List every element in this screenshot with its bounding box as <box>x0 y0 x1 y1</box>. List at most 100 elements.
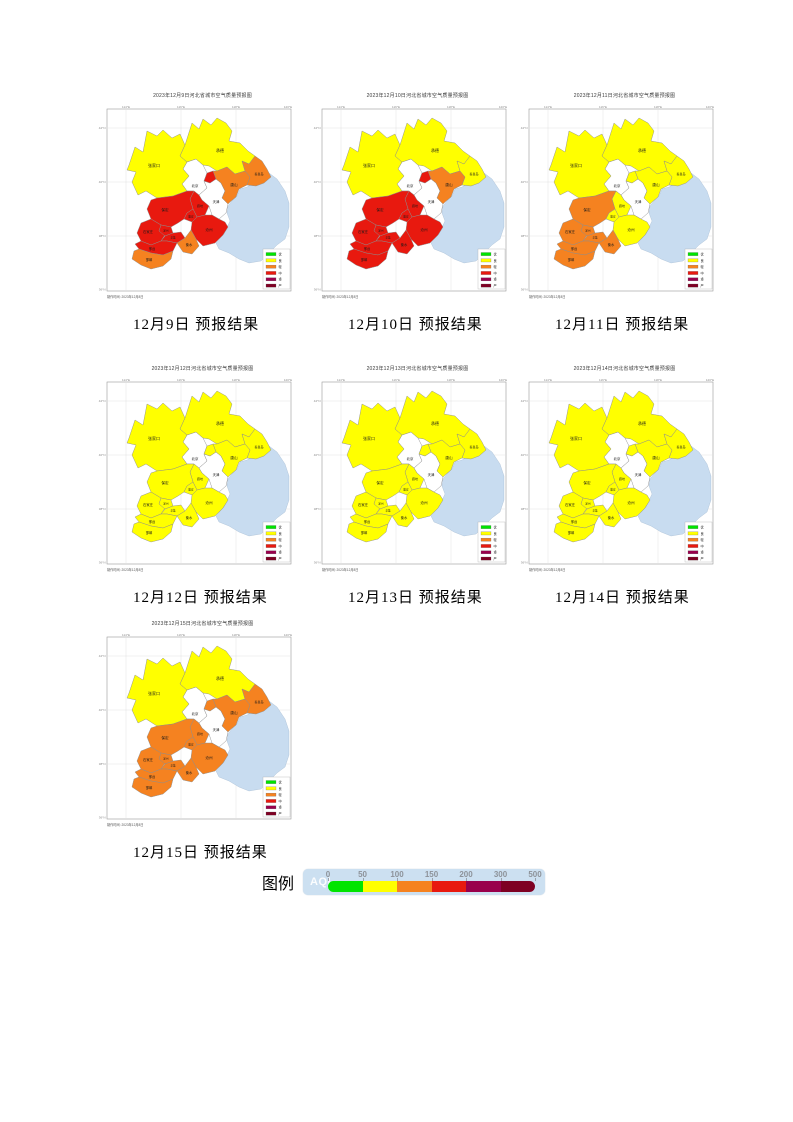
forecast-map-figure: 2023年12月10日河北省城市空气质量预报图 114°E 116°E 118°E 1… <box>310 90 525 334</box>
colorbar-segment <box>431 881 467 892</box>
lon-tick-label: 120°E <box>284 633 292 637</box>
mini-legend-swatch <box>687 537 699 542</box>
map-plot: 114°E 116°E 118°E 120°E 42°N 40°N 38°N 36°N 北京天津… <box>314 105 507 299</box>
city-label-xiongan: 雄安 <box>610 488 616 492</box>
colorbar-tick-label: 150 <box>424 870 439 879</box>
city-label-xingtai: 邢台 <box>364 246 371 251</box>
region-zhangjiakou <box>548 402 612 472</box>
map-plot: 114°E 116°E 118°E 120°E 42°N 40°N 38°N 36°N 北京天津… <box>521 378 714 572</box>
city-label-tianjin: 天津 <box>428 472 435 477</box>
city-label-qinhuangdao: 秦皇岛 <box>254 171 263 176</box>
mini-legend-swatch <box>480 264 492 269</box>
mini-legend-swatch <box>687 264 699 269</box>
lon-tick-label: 120°E <box>706 378 714 382</box>
lon-tick-label: 116°E <box>599 378 607 382</box>
mini-legend-swatch <box>480 550 492 555</box>
lon-tick-label: 116°E <box>177 105 185 109</box>
mini-legend-swatch <box>265 531 277 536</box>
region-handan <box>346 521 389 543</box>
region-langfang-exclave <box>203 698 217 712</box>
mini-legend-label: 中 <box>701 270 704 275</box>
mini-legend-label: 严 <box>494 557 497 561</box>
colorbar-tick-mark <box>328 878 330 881</box>
region-tangshan <box>634 439 673 478</box>
city-label-shijiazhuang: 石家庄 <box>565 502 576 507</box>
lat-tick-label: 36°N <box>521 288 528 292</box>
mini-legend-swatch <box>687 556 699 561</box>
lat-tick-label: 40°N <box>521 453 528 457</box>
map-title: 2023年12月10日河北省城市空气质量预报图 <box>366 93 469 99</box>
mini-legend-label: 优 <box>701 525 705 530</box>
lat-tick-label: 40°N <box>314 180 321 184</box>
region-hengshui <box>176 229 200 255</box>
region-langfang-exclave <box>418 443 432 457</box>
region-zhangjiakou <box>341 129 405 199</box>
forecast-map: 114°E 116°E 118°E 120°E 42°N 40°N 38°N 36°N 北京 天津… <box>95 631 310 829</box>
lat-tick-label: 40°N <box>99 453 106 457</box>
lat-tick-label: 42°N <box>99 654 106 658</box>
city-label-handan: 邯郸 <box>361 530 368 535</box>
lon-tick-label: 120°E <box>284 105 292 109</box>
region-handan <box>346 248 389 270</box>
city-label-zhangjiakou: 张家口 <box>148 162 160 168</box>
lon-tick-label: 116°E <box>177 633 185 637</box>
city-label-qinhuangdao: 秦皇岛 <box>469 444 478 449</box>
mini-legend-label: 轻 <box>279 792 283 797</box>
city-label-xinji: 辛集 <box>170 236 176 240</box>
lon-tick-label: 120°E <box>284 378 292 382</box>
production-note: 制作时间: 2023年12月8日 <box>529 294 566 299</box>
city-label-tangshan: 唐山 <box>230 182 238 187</box>
production-note: 制作时间: 2023年12月8日 <box>322 567 359 572</box>
mini-legend-label: 中 <box>279 543 282 548</box>
mini-legend-swatch <box>687 525 699 529</box>
city-label-xiongan: 雄安 <box>188 215 194 219</box>
lon-tick-label: 118°E <box>447 378 455 382</box>
city-label-tianjin: 天津 <box>213 727 220 732</box>
city-label-cangzhou: 沧州 <box>205 227 213 232</box>
city-label-langfang: 廊坊 <box>197 476 203 481</box>
map-title: 2023年12月13日河北省城市空气质量预报图 <box>366 366 469 372</box>
colorbar-tick-label: 300 <box>493 870 508 879</box>
lat-tick-label: 40°N <box>521 180 528 184</box>
mini-legend-label: 优 <box>494 525 498 530</box>
city-label-tianjin: 天津 <box>635 472 642 477</box>
region-zhangjiakou <box>126 657 190 727</box>
mini-legend-swatch <box>480 556 492 561</box>
mini-legend-swatch <box>480 283 492 288</box>
city-label-cangzhou: 沧州 <box>205 500 213 505</box>
mini-legend-label: 轻 <box>701 264 705 269</box>
region-zhangjiakou <box>548 129 612 199</box>
region-zhangjiakou <box>126 402 190 472</box>
region-hengshui <box>176 502 200 528</box>
forecast-map-figure: 2023年12月9日河北省城市空气质量预报图 114°E 116°E 118°E 12… <box>95 90 310 334</box>
city-label-tianjin: 天津 <box>428 199 435 204</box>
region-tangshan <box>427 439 466 478</box>
lat-tick-label: 42°N <box>314 399 321 403</box>
mini-legend-swatch <box>265 271 277 275</box>
city-label-xiongan: 雄安 <box>188 488 194 492</box>
region-langfang-exclave <box>625 170 639 184</box>
city-label-xinji: 辛集 <box>170 509 176 513</box>
city-label-chengde: 承德 <box>216 420 224 426</box>
city-label-beijing: 北京 <box>192 456 199 461</box>
city-label-xiongan: 雄安 <box>403 215 409 219</box>
city-label-xingtai: 邢台 <box>149 774 156 779</box>
city-label-handan: 邯郸 <box>146 785 153 790</box>
mini-legend-label: 重 <box>494 550 498 555</box>
city-label-dingzhou: 定州 <box>585 229 591 233</box>
city-label-dingzhou: 定州 <box>585 502 591 506</box>
region-tangshan <box>212 439 251 478</box>
mini-legend-label: 严 <box>701 557 704 561</box>
colorbar-segment <box>500 881 536 892</box>
city-label-hengshui: 衡水 <box>608 242 615 247</box>
city-label-langfang: 廊坊 <box>412 476 418 481</box>
mini-legend-label: 良 <box>279 258 283 263</box>
city-label-xinji: 辛集 <box>385 509 391 513</box>
city-label-dingzhou: 定州 <box>378 229 384 233</box>
region-hengshui <box>391 502 415 528</box>
forecast-map: 114°E 116°E 118°E 120°E 42°N 40°N 38°N 36°N 北京 天津… <box>310 376 525 574</box>
lat-tick-label: 42°N <box>99 399 106 403</box>
city-label-xinji: 辛集 <box>170 764 176 768</box>
mini-legend-label: 轻 <box>279 537 283 542</box>
colorbar-segment <box>362 881 398 892</box>
